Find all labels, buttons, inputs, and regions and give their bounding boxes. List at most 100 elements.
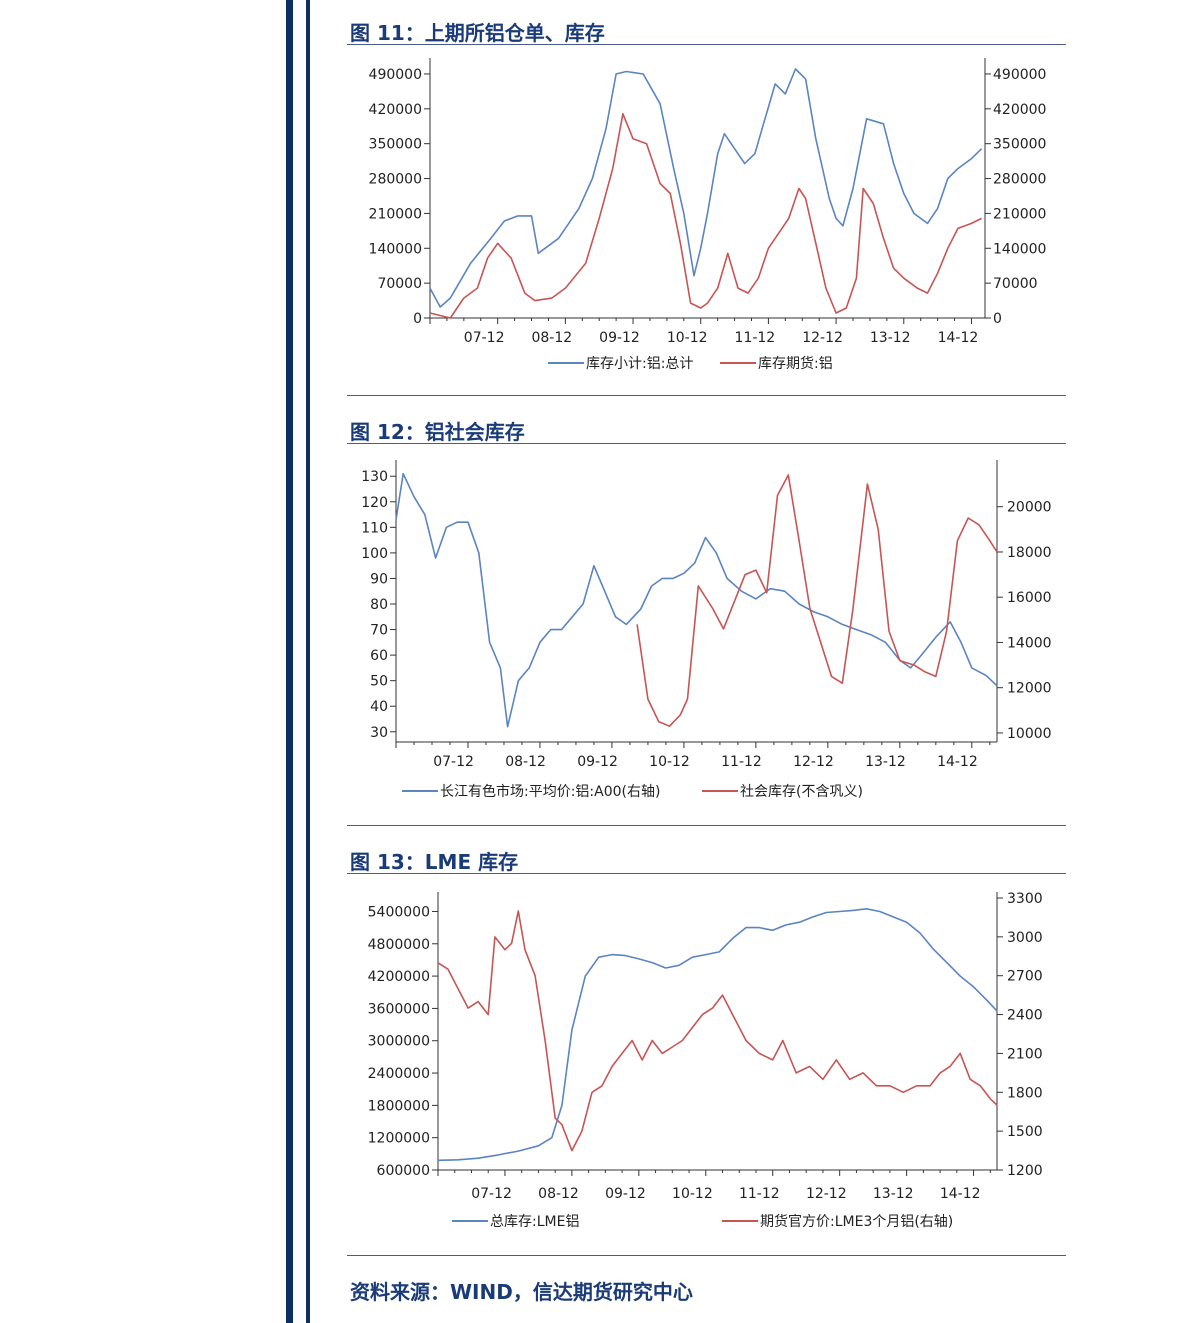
right-tick-label: 1800	[1007, 1085, 1043, 1101]
legend-label: 长江有色市场:平均价:铝:A00(右轴)	[440, 783, 660, 800]
left-tick-label: 70	[370, 623, 388, 639]
right-tick-label: 1200	[1007, 1163, 1043, 1179]
left-tick-label: 140000	[369, 241, 422, 257]
source-note: 资料来源：WIND，信达期货研究中心	[350, 1280, 693, 1304]
figure-13-chart: 5400000 4800000 4200000 3600000 3000000 24000…	[340, 882, 1060, 1246]
series-line-1	[395, 472, 998, 728]
left-border-thick	[286, 0, 293, 1323]
right-tick-label: 140000	[993, 241, 1046, 257]
left-tick-label: 90	[370, 571, 388, 587]
x-tick-label: 12-12	[793, 754, 834, 770]
figure-13-title: 图 13：LME 库存	[350, 850, 519, 874]
right-tick-label: 2400	[1007, 1008, 1043, 1024]
x-tick-label: 07-12	[433, 754, 474, 770]
left-tick-label: 350000	[369, 137, 422, 153]
left-tick-label: 60	[370, 648, 388, 664]
left-tick-label: 600000	[377, 1163, 430, 1179]
right-tick-label: 14000	[1007, 635, 1052, 651]
right-tick-label: 280000	[993, 172, 1046, 188]
legend-label: 库存期货:铝	[758, 355, 833, 372]
x-tick-label: 13-12	[865, 754, 906, 770]
figure-13-title-rule	[347, 873, 1066, 874]
figure-11-chart: 490000 420000 350000 280000 210000 140000 7000…	[340, 52, 1060, 388]
figure-11-title: 图 11：上期所铝仓单、库存	[350, 21, 605, 45]
right-tick-label: 2700	[1007, 969, 1043, 985]
figure-12-chart: 130 120 110 100 90 80 70 60 50 40 30 20000 18000 1600…	[340, 450, 1060, 816]
series-line-2	[437, 910, 998, 1152]
legend-label: 社会库存(不含巩义)	[740, 784, 863, 800]
figure-13-svg: 5400000480000042000003600000300000024000…	[368, 891, 1043, 1230]
left-tick-label: 4800000	[368, 937, 430, 953]
x-tick-label: 11-12	[721, 754, 762, 770]
x-tick-label: 09-12	[599, 330, 640, 346]
right-tick-label: 420000	[993, 102, 1046, 118]
right-tick-label: 70000	[993, 276, 1038, 292]
series-line-1	[429, 68, 983, 308]
x-tick-label: 07-12	[464, 330, 505, 346]
legend-label: 期货官方价:LME3个月铝(右轴)	[760, 1213, 953, 1230]
left-tick-label: 80	[370, 597, 388, 613]
x-tick-label: 12-12	[806, 1186, 847, 1202]
x-tick-label: 14-12	[938, 330, 979, 346]
left-tick-label: 5400000	[368, 904, 430, 920]
left-tick-label: 130	[361, 469, 388, 485]
legend-label: 总库存:LME铝	[490, 1214, 579, 1230]
x-tick-label: 13-12	[870, 330, 911, 346]
series-line-2	[636, 474, 998, 728]
x-tick-label: 10-12	[672, 1186, 713, 1202]
figure-12-bottom-rule	[347, 825, 1066, 826]
series-line-1	[437, 907, 998, 1162]
left-tick-label: 3600000	[368, 1001, 430, 1017]
left-tick-label: 70000	[377, 276, 422, 292]
figure-12-title: 图 12：铝社会库存	[350, 420, 525, 444]
right-tick-label: 12000	[1007, 681, 1052, 697]
x-tick-label: 10-12	[649, 754, 690, 770]
series-line-2	[429, 112, 982, 319]
left-tick-label: 490000	[369, 67, 422, 83]
left-tick-label: 100	[361, 546, 388, 562]
left-tick-label: 110	[361, 520, 388, 536]
x-tick-label: 08-12	[505, 754, 546, 770]
left-tick-label: 1200000	[368, 1131, 430, 1147]
x-tick-label: 11-12	[739, 1186, 780, 1202]
right-tick-label: 3300	[1007, 891, 1043, 907]
legend-label: 库存小计:铝:总计	[586, 356, 693, 372]
x-tick-label: 08-12	[531, 330, 572, 346]
left-tick-label: 50	[370, 674, 388, 690]
figure-11-title-rule	[347, 44, 1066, 45]
right-tick-label: 1500	[1007, 1124, 1043, 1140]
left-tick-label: 280000	[369, 172, 422, 188]
x-tick-label: 13-12	[873, 1186, 914, 1202]
left-tick-label: 420000	[369, 102, 422, 118]
x-tick-label: 10-12	[667, 330, 708, 346]
left-border-thin	[306, 0, 310, 1323]
right-tick-label: 20000	[1007, 500, 1052, 516]
right-tick-label: 3000	[1007, 930, 1043, 946]
x-tick-label: 09-12	[577, 754, 618, 770]
right-tick-label: 350000	[993, 137, 1046, 153]
figure-12-svg: 130 120 110 100 90 80 70 60 50 40 30 20000 18000 1600…	[361, 460, 1052, 800]
left-tick-label: 120	[361, 495, 388, 511]
figure-12-title-rule	[347, 443, 1066, 444]
x-tick-label: 12-12	[802, 330, 843, 346]
right-tick-label: 210000	[993, 206, 1046, 222]
figure-11-svg: 490000 420000 350000 280000 210000 140000 7000…	[369, 58, 1046, 372]
left-tick-label: 210000	[369, 206, 422, 222]
right-tick-label: 0	[993, 311, 1002, 327]
right-tick-label: 490000	[993, 67, 1046, 83]
x-tick-label: 11-12	[735, 330, 776, 346]
right-tick-label: 2100	[1007, 1046, 1043, 1062]
right-tick-label: 16000	[1007, 590, 1052, 606]
x-tick-label: 14-12	[940, 1186, 981, 1202]
figure-11-bottom-rule	[347, 395, 1066, 396]
x-tick-label: 07-12	[471, 1186, 512, 1202]
x-tick-label: 08-12	[538, 1186, 579, 1202]
figure-13-bottom-rule	[347, 1255, 1066, 1256]
left-tick-label: 0	[413, 311, 422, 327]
right-tick-label: 10000	[1007, 726, 1052, 742]
left-tick-label: 4200000	[368, 969, 430, 985]
left-tick-label: 2400000	[368, 1066, 430, 1082]
left-tick-label: 40	[370, 699, 388, 715]
x-tick-label: 09-12	[605, 1186, 646, 1202]
left-tick-label: 30	[370, 725, 388, 741]
